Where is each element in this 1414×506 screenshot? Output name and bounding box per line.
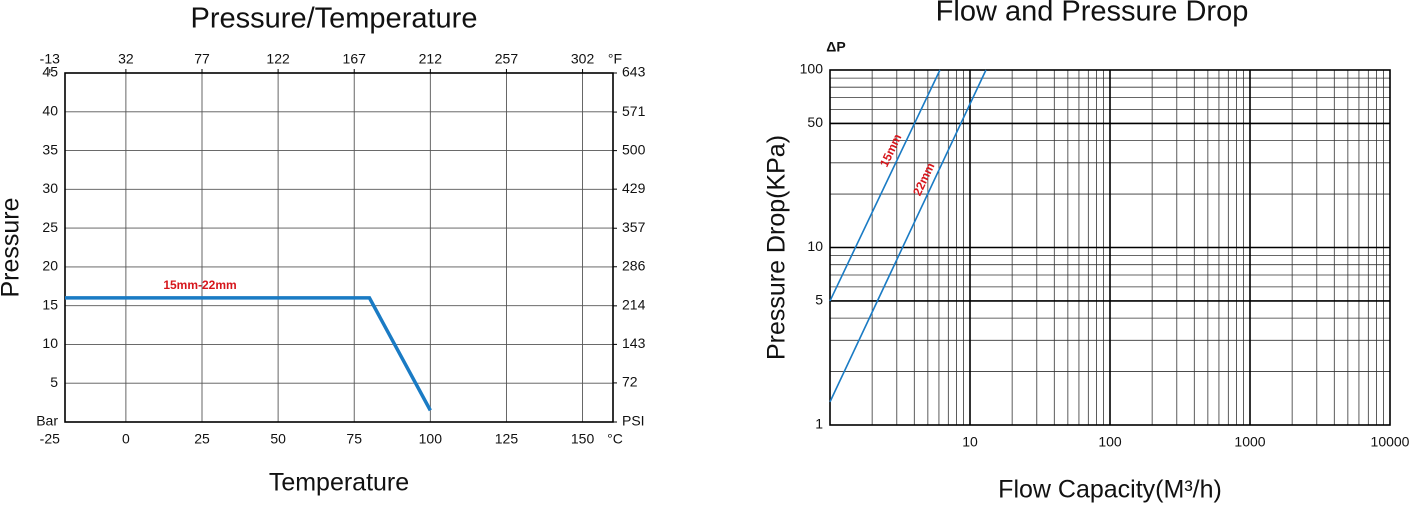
y-tick-label: 25 xyxy=(42,219,58,235)
y-unit: ΔP xyxy=(826,39,845,55)
y-tick-label: 5 xyxy=(815,292,823,308)
plot-border xyxy=(64,72,614,423)
y2-tick-label: 571 xyxy=(622,103,646,119)
x-tick-label: 150 xyxy=(571,431,595,447)
series-line xyxy=(829,69,987,403)
y2-tick-label: 500 xyxy=(622,141,646,157)
y-tick-label: 15 xyxy=(42,296,58,312)
y-tick-label: 30 xyxy=(42,180,58,196)
x2-unit: °F xyxy=(608,51,622,67)
x-tick-label: 75 xyxy=(346,431,362,447)
x2-tick-label: 167 xyxy=(343,51,367,67)
y-tick-label: 10 xyxy=(807,238,823,254)
x-tick-label: 50 xyxy=(270,431,286,447)
series-line xyxy=(829,69,941,302)
x-axis-label: Flow Capacity(M³/h) xyxy=(998,476,1222,504)
y-tick-label: 50 xyxy=(807,114,823,130)
series-line xyxy=(65,296,432,412)
y2-tick-label: 429 xyxy=(622,180,646,196)
chart-title: Pressure/Temperature xyxy=(191,3,478,35)
y-tick-label: 5 xyxy=(50,374,58,390)
x2-tick-label: 302 xyxy=(571,51,595,67)
x-tick-label: 100 xyxy=(419,431,443,447)
chart-title: Flow and Pressure Drop xyxy=(936,0,1249,28)
y-axis-label: Pressure xyxy=(0,197,25,297)
y-tick-label: Bar xyxy=(36,413,58,429)
x2-tick-label: 212 xyxy=(419,51,443,67)
x-tick-label: 1000 xyxy=(1234,434,1265,450)
y-tick-label: 100 xyxy=(800,61,824,77)
x2-tick-label: 32 xyxy=(118,51,134,67)
x-tick-label: 100 xyxy=(1098,434,1122,450)
x-tick-label: -25 xyxy=(40,431,60,447)
y-tick-label: 45 xyxy=(42,64,58,80)
x2-tick-label: -13 xyxy=(40,51,60,67)
x-tick-label: 25 xyxy=(194,431,210,447)
x-tick-label: 10000 xyxy=(1371,434,1410,450)
x-unit: °C xyxy=(607,431,623,447)
y2-tick-label: 643 xyxy=(622,64,646,80)
series-label: 15mm xyxy=(877,132,905,169)
y2-tick-label: 286 xyxy=(622,257,646,273)
plot-border xyxy=(829,69,1391,426)
x-tick-label: 10 xyxy=(962,434,978,450)
y2-tick-label: 72 xyxy=(622,374,638,390)
x2-tick-label: 122 xyxy=(266,51,290,67)
x-tick-label: 125 xyxy=(495,431,519,447)
y-tick-label: 20 xyxy=(42,258,58,274)
y2-tick-label: 214 xyxy=(622,297,646,313)
y-tick-label: 1 xyxy=(815,416,823,432)
y2-tick-label: PSI xyxy=(622,413,645,429)
y2-tick-label: 143 xyxy=(622,335,646,351)
x2-tick-label: 77 xyxy=(194,51,210,67)
y-tick-label: 40 xyxy=(42,102,58,118)
y-tick-label: 35 xyxy=(42,141,58,157)
y-tick-label: 10 xyxy=(42,335,58,351)
y2-tick-label: 357 xyxy=(622,219,646,235)
series-label: 15mm-22mm xyxy=(163,278,236,292)
x-tick-label: 0 xyxy=(122,431,130,447)
x-axis-label: Temperature xyxy=(269,469,409,497)
y-axis-label: Pressure Drop(KPa) xyxy=(763,135,791,360)
x2-tick-label: 257 xyxy=(495,51,519,67)
